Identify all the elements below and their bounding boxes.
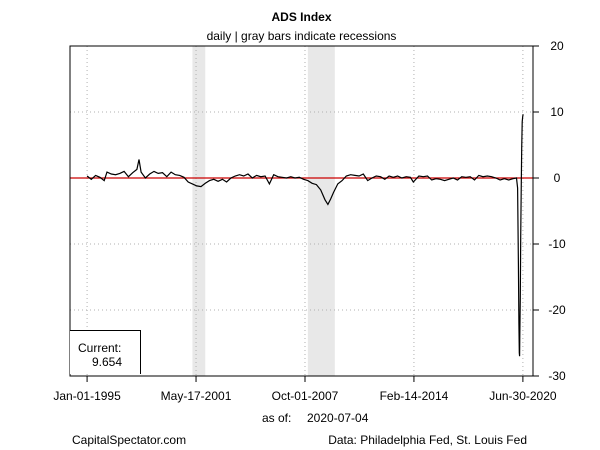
y-tick-label: 10 [550, 105, 564, 119]
as-of-label: as of: [262, 411, 292, 425]
x-tick-label: May-17-2001 [161, 389, 232, 403]
current-label: Current: [78, 341, 122, 355]
x-tick-label: Feb-14-2014 [380, 389, 449, 403]
plot-frame [69, 45, 534, 377]
y-tick-label: -10 [548, 237, 566, 251]
source-site: CapitalSpectator.com [72, 433, 187, 447]
series-line-ads-index [86, 114, 524, 357]
grid-lines [70, 45, 533, 377]
chart-subtitle: daily | gray bars indicate recessions [206, 29, 397, 43]
y-tick-label: 0 [554, 171, 561, 185]
current-value-box: Current: 9.654 [70, 330, 141, 374]
x-tick-label: Jun-30-2020 [489, 389, 557, 403]
x-tick-label: Jan-01-1995 [53, 389, 121, 403]
y-tick-label: -20 [548, 303, 566, 317]
source-credit: Data: Philadelphia Fed, St. Louis Fed [328, 433, 527, 447]
chart-title: ADS Index [271, 10, 332, 24]
y-axis: 20 10 0 -10 -20 -30 [532, 39, 566, 383]
current-value: 9.654 [92, 355, 123, 369]
x-axis: Jan-01-1995 May-17-2001 Oct-01-2007 Feb-14-… [53, 375, 557, 403]
as-of-date: 2020-07-04 [307, 411, 369, 425]
y-tick-label: 20 [550, 39, 564, 53]
recession-band-2 [307, 46, 335, 376]
y-tick-label: -30 [548, 369, 566, 383]
x-tick-label: Oct-01-2007 [272, 389, 339, 403]
recession-band-1 [192, 46, 206, 376]
recession-bands [192, 46, 335, 376]
